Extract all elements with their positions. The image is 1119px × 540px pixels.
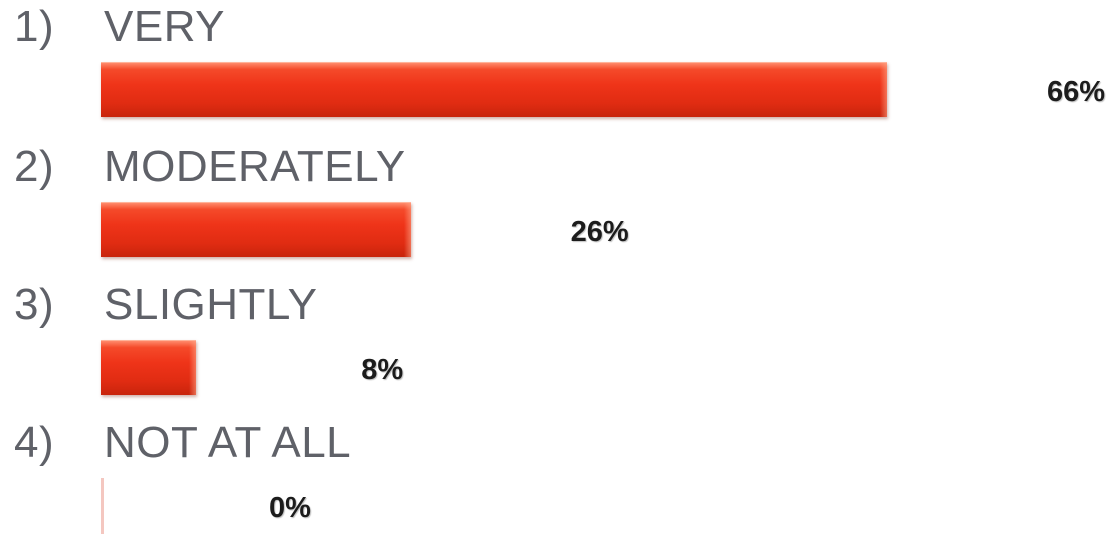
item-number: 4) [14,418,55,467]
bar [101,202,411,257]
category-text: VERY [104,2,226,51]
chart-row: 4) NOT AT ALL 0% [0,420,1119,540]
category-text: NOT AT ALL [104,418,352,467]
chart-row: 2) MODERATELY 26% [0,144,1119,264]
value-label: 66% [1047,76,1106,108]
item-number: 2) [14,142,55,191]
category-label: 1) VERY [14,4,225,50]
item-number: 3) [14,280,55,329]
bar [101,478,104,534]
category-label: 4) NOT AT ALL [14,420,351,466]
category-text: MODERATELY [104,142,406,191]
chart-row: 3) SLIGHTLY 8% [0,282,1119,402]
value-label: 8% [361,354,404,386]
bar [101,62,887,117]
bar [101,340,197,395]
chart-row: 1) VERY 66% [0,4,1119,124]
value-label: 26% [570,216,629,248]
value-label: 0% [269,492,311,524]
category-label: 3) SLIGHTLY [14,282,317,328]
item-number: 1) [14,2,55,51]
category-text: SLIGHTLY [104,280,318,329]
category-label: 2) MODERATELY [14,144,406,190]
